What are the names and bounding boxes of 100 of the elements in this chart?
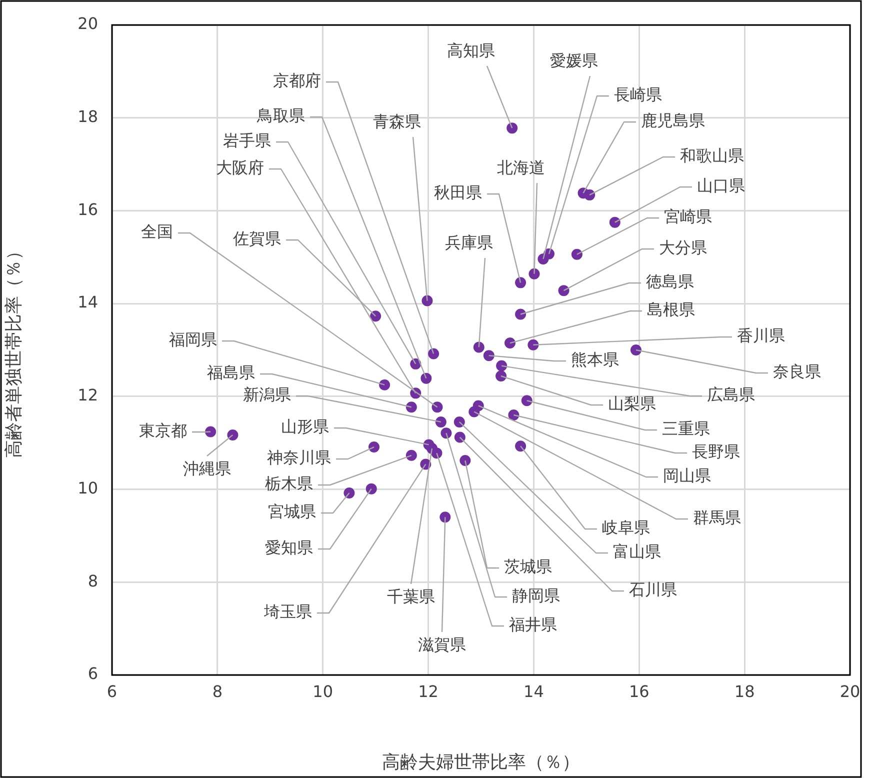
point — [528, 268, 540, 280]
point — [584, 189, 596, 200]
y-tick-label: 16 — [78, 200, 98, 219]
annotation: 沖縄県 — [183, 459, 231, 478]
y-tick-label: 6 — [88, 664, 98, 684]
annotation: 福井県 — [509, 615, 557, 634]
point — [515, 308, 526, 320]
point — [435, 416, 446, 428]
annotation: 佐賀県 — [233, 229, 281, 248]
annotation: 徳島県 — [646, 272, 694, 292]
y-axis-title: 高齢者単独世帯比率（％） — [3, 242, 24, 458]
point — [460, 455, 471, 466]
point — [368, 442, 380, 453]
annotation: 三重県 — [662, 419, 710, 438]
point — [528, 339, 539, 350]
x-tick-label: 14 — [524, 682, 544, 701]
annotation: 鹿児島県 — [641, 111, 705, 130]
x-tick-label: 12 — [418, 682, 438, 701]
point — [508, 410, 520, 420]
point — [496, 360, 508, 372]
annotation: 岩手県 — [223, 131, 271, 150]
annotation: 埼玉県 — [263, 602, 312, 622]
point — [379, 379, 390, 390]
x-tick-label: 16 — [628, 682, 650, 701]
annotation: 熊本県 — [571, 350, 619, 370]
point — [609, 216, 620, 228]
annotation: 山梨県 — [608, 394, 656, 414]
x-tick-label: 20 — [840, 682, 860, 701]
point — [406, 450, 417, 461]
annotation: 宮崎県 — [664, 207, 712, 226]
annotation: 宮城県 — [268, 502, 316, 522]
annotation: 神奈川県 — [267, 448, 331, 468]
point — [344, 488, 355, 498]
annotation: 福岡県 — [169, 330, 217, 350]
annotation: 島根県 — [647, 300, 695, 320]
y-tick-label: 8 — [88, 571, 98, 590]
annotation: 秋田県 — [434, 183, 482, 202]
point — [571, 248, 582, 260]
annotation: 大分県 — [659, 238, 707, 258]
point — [496, 370, 507, 382]
point — [515, 277, 526, 288]
point — [428, 348, 440, 360]
point — [506, 122, 518, 134]
annotation: 愛知県 — [265, 538, 313, 558]
point — [454, 432, 466, 443]
point — [440, 512, 451, 523]
x-axis-title: 高齢夫婦世帯比率（％） — [382, 752, 580, 773]
annotation: 福島県 — [207, 363, 255, 382]
annotation: 鳥取県 — [256, 106, 305, 126]
point — [406, 402, 417, 413]
annotation: 静岡県 — [512, 586, 560, 606]
point — [370, 310, 382, 322]
point — [558, 285, 570, 296]
annotation: 石川県 — [629, 580, 677, 600]
annotation: 群馬県 — [693, 508, 741, 528]
point — [504, 338, 516, 349]
point — [422, 295, 433, 306]
point — [205, 426, 216, 438]
x-tick-label: 6 — [106, 682, 118, 701]
annotation: 長野県 — [692, 442, 740, 462]
point — [630, 344, 642, 356]
annotation: 和歌山県 — [680, 146, 744, 166]
point — [423, 439, 434, 450]
point — [515, 440, 526, 452]
annotation: 岡山県 — [663, 466, 711, 486]
point — [227, 429, 238, 440]
annotation: 山口県 — [697, 176, 745, 196]
annotation: 東京都 — [139, 421, 187, 440]
annotation: 香川県 — [737, 326, 785, 346]
annotation: 京都府 — [273, 71, 321, 90]
annotation: 北海道 — [497, 158, 545, 178]
y-tick-label: 18 — [78, 107, 98, 126]
annotation: 兵庫県 — [445, 233, 493, 252]
annotation: 新潟県 — [243, 385, 291, 404]
annotation: 高知県 — [447, 41, 495, 60]
x-tick-label: 18 — [734, 682, 755, 701]
point — [366, 483, 377, 494]
annotation: 山形県 — [281, 417, 329, 436]
annotation: 全国 — [141, 222, 173, 242]
annotation: 岐阜県 — [602, 518, 650, 538]
annotation: 長崎県 — [614, 85, 662, 104]
x-tick-label: 8 — [212, 682, 223, 701]
annotation: 愛媛県 — [550, 51, 598, 70]
point — [432, 402, 443, 413]
y-tick-label: 12 — [78, 386, 98, 405]
y-tick-label: 14 — [78, 292, 98, 312]
point — [468, 406, 480, 418]
point — [483, 350, 494, 362]
annotation: 富山県 — [613, 542, 661, 562]
annotation: 広島県 — [707, 385, 755, 404]
annotation: 青森県 — [373, 112, 421, 132]
annotation: 栃木県 — [265, 474, 313, 494]
y-tick-label: 20 — [78, 14, 98, 34]
x-tick-label: 10 — [312, 682, 334, 701]
point — [420, 372, 432, 384]
annotation: 滋賀県 — [418, 635, 466, 654]
point — [521, 395, 532, 406]
annotation: 奈良県 — [773, 362, 821, 382]
annotation: 千葉県 — [387, 587, 435, 606]
point — [454, 416, 465, 428]
